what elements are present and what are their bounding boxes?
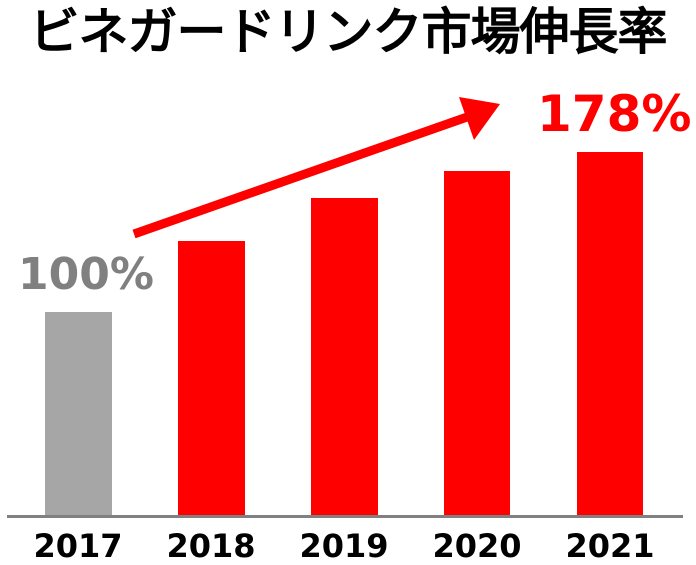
bar-2019 <box>311 198 378 516</box>
bar-2017 <box>45 312 112 516</box>
bar-2021 <box>577 152 643 516</box>
end-value-label: 178% <box>537 85 692 143</box>
bar-2018 <box>178 241 245 516</box>
x-tick-2018: 2018 <box>166 527 256 565</box>
x-tick-2017: 2017 <box>33 527 123 565</box>
x-axis-line <box>7 515 683 518</box>
x-tick-2021: 2021 <box>565 527 655 565</box>
start-value-label: 100% <box>18 249 154 300</box>
x-tick-2020: 2020 <box>432 527 522 565</box>
x-tick-2019: 2019 <box>299 527 389 565</box>
chart-title: ビネガードリンク市場伸長率 <box>29 3 668 61</box>
bar-2020 <box>444 171 510 516</box>
